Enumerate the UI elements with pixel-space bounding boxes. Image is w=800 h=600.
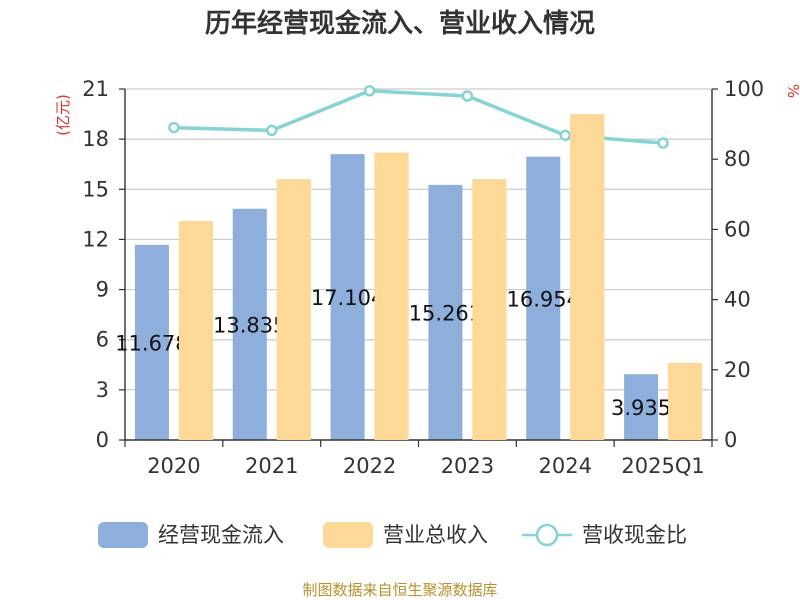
cash-inflow-bar <box>428 184 463 440</box>
legend-swatch <box>323 522 373 548</box>
legend-label: 经营现金流入 <box>158 523 284 547</box>
ratio-point <box>266 124 278 137</box>
left-axis-label: (亿元) <box>54 94 72 136</box>
revenue-bar-overlay <box>374 152 409 440</box>
axes: 0 3 6 9 12 15 18 21 0 20 40 60 80 100 2020 2021 2022 2023… <box>82 77 764 478</box>
chart-title: 历年经营现金流入、营业收入情况 <box>205 8 595 39</box>
revenue-bar-overlay <box>570 114 605 441</box>
x-tick-label: 2023 <box>441 454 494 478</box>
revenue-bar-overlay <box>276 179 311 440</box>
x-tick-label: 2020 <box>147 454 200 478</box>
right-tick-label: 100 <box>724 77 764 101</box>
cash-inflow-value-label: 3.935 <box>611 396 671 420</box>
right-tick-label: 80 <box>724 147 751 171</box>
legend-label: 营业总收入 <box>383 523 488 547</box>
cash-inflow-bar <box>134 244 169 440</box>
left-tick-label: 15 <box>82 177 109 201</box>
x-tick-label: 2022 <box>343 454 396 478</box>
ratio-point <box>559 129 571 142</box>
right-tick-label: 0 <box>724 428 737 452</box>
revenue-bar-overlay <box>472 179 507 440</box>
legend: 经营现金流入 营业总收入 营收现金比 <box>98 522 687 548</box>
legend-marker <box>535 523 559 547</box>
ratio-point <box>461 90 474 102</box>
left-tick-label: 3 <box>96 378 109 402</box>
cash-inflow-value-label: 15.261 <box>409 301 482 325</box>
left-tick-label: 6 <box>96 328 109 352</box>
left-tick-label: 0 <box>96 428 109 452</box>
cash-inflow-value-label: 17.104 <box>311 286 384 310</box>
bars <box>134 114 703 441</box>
cash-inflow-bar <box>526 156 561 440</box>
ratio-point <box>363 85 376 97</box>
left-tick-label: 18 <box>82 127 109 151</box>
cash-inflow-bar <box>624 374 659 440</box>
legend-label: 营收现金比 <box>582 523 687 547</box>
revenue-bar-overlay <box>668 363 703 440</box>
source-note: 制图数据来自恒生聚源数据库 <box>302 581 497 599</box>
cash-inflow-value-label: 13.835 <box>213 313 286 337</box>
right-axis-label: % <box>784 84 800 98</box>
revenue-bar-overlay <box>178 221 213 440</box>
left-tick-label: 21 <box>82 77 109 101</box>
right-tick-label: 60 <box>724 217 751 241</box>
cash-inflow-bar <box>330 154 365 441</box>
right-tick-label: 40 <box>724 288 751 312</box>
ratio-point <box>168 121 180 134</box>
data-labels: 11.678 13.835 17.104 15.261 16.954 3.935 <box>115 114 703 441</box>
ratio-point <box>657 137 669 149</box>
left-tick-label: 12 <box>82 227 109 251</box>
cash-inflow-value-label: 11.678 <box>115 331 188 355</box>
x-tick-label: 2025Q1 <box>621 454 704 478</box>
legend-swatch <box>98 522 148 548</box>
x-tick-label: 2021 <box>245 454 298 478</box>
gridlines <box>125 88 712 391</box>
right-tick-label: 20 <box>724 358 751 382</box>
x-tick-label: 2024 <box>539 454 592 478</box>
left-tick-label: 9 <box>96 278 109 302</box>
cash-inflow-value-label: 16.954 <box>507 287 580 311</box>
cash-inflow-bar <box>232 208 267 440</box>
